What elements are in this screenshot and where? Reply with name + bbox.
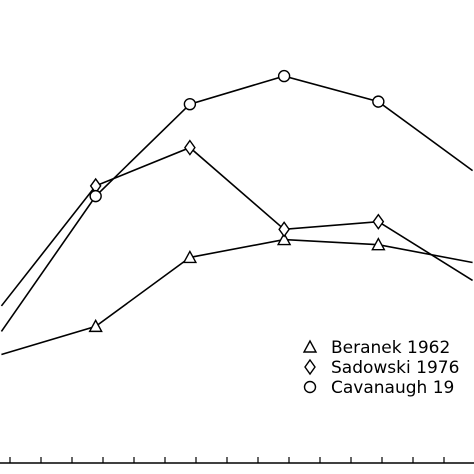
series-triangle bbox=[1, 232, 473, 356]
data-point-diamond bbox=[184, 139, 196, 156]
legend-label: Beranek 1962 bbox=[331, 338, 450, 358]
data-point-circle bbox=[372, 95, 385, 108]
series-line bbox=[0, 75, 474, 332]
series-line bbox=[0, 146, 474, 307]
legend-marker-diamond bbox=[304, 358, 316, 376]
series-diamond bbox=[0, 139, 474, 307]
data-point-circle bbox=[277, 69, 291, 83]
series-circle bbox=[0, 69, 474, 332]
data-point-diamond bbox=[372, 213, 385, 230]
data-point-triangle bbox=[276, 232, 292, 246]
data-point-circle bbox=[89, 189, 102, 203]
data-point-triangle bbox=[88, 318, 103, 333]
data-point-triangle bbox=[182, 249, 198, 264]
legend-label: Cavanaugh 19 bbox=[331, 378, 454, 398]
legend-marker-triangle bbox=[302, 339, 318, 353]
plot-frame bbox=[0, 457, 474, 464]
data-point-triangle bbox=[371, 237, 386, 251]
data-point-diamond bbox=[278, 221, 290, 238]
series-layer bbox=[0, 69, 474, 356]
legend-label: Sadowski 1976 bbox=[331, 358, 459, 378]
data-point-circle bbox=[183, 97, 197, 111]
series-line bbox=[1, 238, 473, 356]
legend-marker-circle bbox=[303, 380, 317, 394]
